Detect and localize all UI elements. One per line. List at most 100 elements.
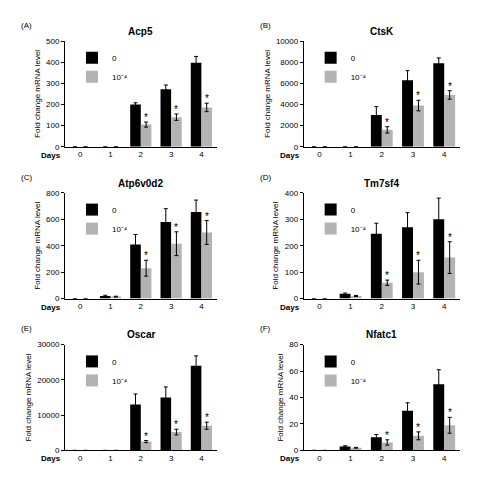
svg-text:10⁻⁴: 10⁻⁴ — [351, 73, 367, 82]
svg-text:0: 0 — [317, 454, 322, 463]
svg-text:1: 1 — [348, 150, 353, 159]
svg-text:Days: Days — [280, 303, 300, 312]
svg-text:0: 0 — [351, 358, 356, 367]
svg-text:(F): (F) — [260, 324, 271, 333]
svg-text:*: * — [205, 211, 209, 222]
svg-text:Fold change mRNA level: Fold change mRNA level — [276, 353, 285, 441]
svg-text:0: 0 — [78, 302, 83, 311]
svg-text:Fold change mRNA level: Fold change mRNA level — [263, 50, 272, 138]
svg-text:*: * — [174, 419, 178, 430]
svg-text:0: 0 — [294, 294, 299, 303]
svg-text:100: 100 — [46, 121, 60, 130]
svg-text:2000: 2000 — [280, 121, 298, 130]
svg-text:20000: 20000 — [37, 376, 60, 385]
svg-text:Days: Days — [41, 303, 61, 312]
svg-text:*: * — [448, 81, 452, 92]
svg-text:0: 0 — [55, 446, 60, 455]
svg-text:10⁻⁴: 10⁻⁴ — [351, 225, 367, 234]
svg-text:2: 2 — [139, 454, 144, 463]
svg-text:(D): (D) — [260, 173, 271, 182]
svg-text:200: 200 — [285, 242, 299, 251]
svg-text:Nfatc1: Nfatc1 — [366, 329, 397, 340]
svg-text:*: * — [144, 431, 148, 442]
svg-text:8000: 8000 — [280, 58, 298, 67]
svg-text:0: 0 — [351, 206, 356, 215]
svg-text:(E): (E) — [21, 324, 32, 333]
svg-text:Fold change mRNA level: Fold change mRNA level — [33, 50, 42, 138]
svg-text:3: 3 — [169, 302, 174, 311]
svg-text:*: * — [174, 222, 178, 233]
svg-text:30000: 30000 — [37, 340, 60, 349]
svg-text:Atp6v0d2: Atp6v0d2 — [118, 178, 163, 189]
svg-text:*: * — [416, 90, 420, 101]
svg-text:4000: 4000 — [280, 100, 298, 109]
svg-text:60: 60 — [289, 367, 298, 376]
svg-text:1: 1 — [348, 454, 353, 463]
svg-text:Fold change mRNA level: Fold change mRNA level — [272, 201, 281, 289]
svg-text:*: * — [144, 250, 148, 261]
svg-text:6000: 6000 — [280, 79, 298, 88]
svg-text:*: * — [416, 250, 420, 261]
svg-text:0: 0 — [112, 54, 117, 63]
svg-text:0: 0 — [55, 294, 60, 303]
svg-text:300: 300 — [285, 215, 299, 224]
svg-text:1: 1 — [108, 302, 113, 311]
svg-text:20: 20 — [289, 420, 298, 429]
svg-text:(A): (A) — [21, 21, 32, 30]
svg-text:3: 3 — [411, 150, 416, 159]
svg-text:400: 400 — [285, 189, 299, 198]
svg-text:0: 0 — [55, 143, 60, 152]
svg-text:10⁻⁴: 10⁻⁴ — [351, 377, 367, 386]
svg-text:4: 4 — [442, 302, 447, 311]
svg-text:2: 2 — [139, 302, 144, 311]
svg-text:200: 200 — [46, 100, 60, 109]
svg-text:4: 4 — [199, 454, 204, 463]
svg-text:2: 2 — [380, 150, 385, 159]
svg-text:3: 3 — [411, 454, 416, 463]
svg-text:100: 100 — [285, 268, 299, 277]
svg-text:4: 4 — [199, 302, 204, 311]
svg-text:1: 1 — [108, 454, 113, 463]
svg-text:3: 3 — [411, 302, 416, 311]
svg-text:*: * — [448, 232, 452, 243]
svg-text:4: 4 — [199, 150, 204, 159]
svg-text:4: 4 — [442, 150, 447, 159]
svg-text:3: 3 — [169, 150, 174, 159]
svg-text:4: 4 — [442, 454, 447, 463]
svg-text:10000: 10000 — [276, 37, 299, 46]
svg-text:0: 0 — [78, 150, 83, 159]
svg-text:Days: Days — [41, 151, 61, 160]
svg-text:2: 2 — [380, 302, 385, 311]
svg-text:80: 80 — [289, 340, 298, 349]
svg-text:Oscar: Oscar — [127, 329, 155, 340]
svg-text:*: * — [144, 112, 148, 123]
svg-text:1: 1 — [108, 150, 113, 159]
svg-text:10⁻⁴: 10⁻⁴ — [112, 225, 128, 234]
svg-text:*: * — [205, 93, 209, 104]
svg-text:800: 800 — [46, 189, 60, 198]
svg-text:10⁻⁴: 10⁻⁴ — [112, 73, 128, 82]
svg-text:0: 0 — [294, 143, 299, 152]
svg-text:Fold change mRNA level: Fold change mRNA level — [33, 201, 42, 289]
svg-text:Days: Days — [280, 454, 300, 463]
svg-text:0: 0 — [317, 302, 322, 311]
svg-text:2: 2 — [139, 150, 144, 159]
svg-text:*: * — [385, 270, 389, 281]
svg-text:500: 500 — [46, 37, 60, 46]
svg-text:0: 0 — [351, 54, 356, 63]
svg-text:3: 3 — [169, 454, 174, 463]
svg-text:400: 400 — [46, 242, 60, 251]
svg-text:1: 1 — [348, 302, 353, 311]
svg-text:0: 0 — [112, 358, 117, 367]
svg-text:200: 200 — [46, 268, 60, 277]
svg-text:600: 600 — [46, 215, 60, 224]
svg-text:(C): (C) — [21, 173, 32, 182]
svg-text:*: * — [205, 412, 209, 423]
svg-text:*: * — [385, 430, 389, 441]
svg-text:400: 400 — [46, 58, 60, 67]
svg-text:Tm7sf4: Tm7sf4 — [364, 178, 399, 189]
svg-text:0: 0 — [317, 150, 322, 159]
svg-text:Fold change mRNA level: Fold change mRNA level — [24, 353, 33, 441]
svg-text:*: * — [385, 117, 389, 128]
svg-text:0: 0 — [78, 454, 83, 463]
